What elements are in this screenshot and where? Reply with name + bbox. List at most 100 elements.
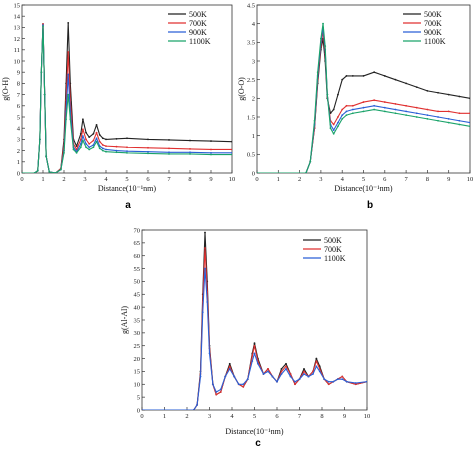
series-point-1100K [142, 409, 143, 410]
y-tick-label: 5 [17, 114, 20, 121]
y-tick-label: 40 [134, 304, 141, 311]
series-point-1100K [33, 172, 36, 173]
series-point-1100K [373, 108, 376, 111]
x-tick-label: 5 [253, 413, 256, 420]
series-point-700K [105, 145, 107, 148]
series-point-1100K [92, 146, 95, 149]
series-point-700K [215, 393, 218, 396]
series-point-1100K [326, 93, 329, 96]
series-point-1100K [69, 118, 72, 121]
series-point-1100K [233, 375, 236, 378]
series-point-700K [204, 247, 206, 249]
series-point-1100K [38, 138, 41, 141]
legend-label-1100K: 1100K [189, 37, 211, 46]
series-point-500K [253, 342, 256, 345]
series-point-1100K [101, 149, 104, 152]
x-tick-label: 9 [447, 176, 450, 183]
series-point-1100K [42, 25, 44, 28]
series-point-1100K [72, 148, 75, 151]
y-tick-label: 14 [14, 14, 21, 21]
y-tick-label: 0 [137, 407, 140, 414]
y-tick-label: 1 [252, 133, 255, 140]
series-point-1100K [204, 267, 206, 270]
series-point-700K [405, 104, 407, 107]
series-point-700K [289, 373, 292, 375]
series-point-1100K [231, 153, 232, 156]
series-point-700K [79, 138, 82, 141]
series-point-1100K [219, 388, 222, 391]
series-point-500K [79, 132, 82, 135]
series-point-500K [115, 137, 118, 140]
plot-frame [256, 4, 471, 174]
series-point-500K [168, 139, 170, 141]
x-tick-label: 9 [209, 176, 212, 183]
series-point-1100K [189, 153, 191, 155]
series-point-700K [98, 140, 101, 143]
y-tick-label: 2 [17, 148, 20, 155]
series-point-1100K [305, 172, 307, 173]
series-point-500K [437, 91, 439, 94]
legend-label-500K: 500K [324, 236, 342, 245]
y-tick-label: 65 [134, 240, 141, 247]
series-point-1100K [88, 148, 91, 151]
series-point-500K [189, 139, 191, 142]
y-tick-label: 4.5 [247, 2, 255, 9]
series-point-500K [228, 362, 231, 365]
series-point-1100K [351, 112, 354, 115]
y-tick-label: 30 [134, 330, 141, 337]
series-point-1100K [210, 153, 212, 156]
x-tick-label: 2 [62, 176, 65, 183]
series-point-1100K [79, 146, 82, 149]
x-tick-label: 8 [320, 413, 323, 420]
y-tick-label: 1 [17, 159, 20, 166]
y-tick-label: 0 [252, 170, 255, 177]
y-tick-label: 70 [134, 227, 141, 234]
x-tick-label: 3 [208, 413, 211, 420]
y-tick-label: 1.5 [247, 114, 255, 121]
series-point-500K [426, 89, 429, 92]
series-point-700K [267, 367, 269, 370]
series-point-700K [231, 148, 232, 151]
series-point-1100K [95, 140, 98, 143]
x-tick-label: 1 [41, 176, 44, 183]
y-tick-label: 10 [14, 58, 21, 65]
y-tick-label: 15 [14, 2, 21, 9]
series-point-500K [75, 145, 78, 148]
series-point-1100K [426, 117, 429, 120]
series-point-500K [85, 131, 87, 134]
series-point-700K [447, 110, 450, 113]
series-point-700K [285, 365, 287, 368]
y-tick-label: 3 [252, 58, 255, 65]
series-point-500K [95, 123, 98, 126]
y-tick-label: 35 [134, 317, 141, 324]
series-point-500K [88, 136, 91, 139]
series-point-900K [362, 106, 365, 109]
series-point-1100K [199, 375, 202, 378]
legend-label-1100K: 1100K [424, 37, 446, 46]
series-point-1100K [313, 119, 316, 122]
series-point-700K [354, 383, 357, 386]
series-point-900K [447, 117, 450, 120]
series-point-500K [447, 93, 450, 96]
series-point-700K [228, 365, 231, 368]
series-point-500K [285, 362, 287, 365]
series-point-700K [341, 375, 344, 378]
series-point-1100K [54, 172, 57, 173]
series-point-700K [426, 108, 429, 111]
series-point-500K [345, 75, 348, 77]
series-point-1100K [315, 365, 318, 368]
x-axis-label: Distance(10⁻¹nm) [334, 184, 392, 193]
series-point-1100K [469, 125, 470, 128]
series-point-700K [415, 106, 418, 109]
y-tick-label: 13 [14, 25, 21, 32]
y-tick-label: 3 [17, 137, 20, 144]
series-point-700K [126, 146, 128, 149]
y-tick-label: 7 [17, 92, 21, 99]
x-tick-label: 3 [319, 176, 322, 183]
y-axis-label: g(O-H) [1, 77, 10, 101]
series-point-1100K [59, 168, 62, 171]
series-point-900K [332, 129, 335, 131]
x-tick-label: 7 [167, 176, 171, 183]
series-point-1100K [437, 119, 439, 122]
